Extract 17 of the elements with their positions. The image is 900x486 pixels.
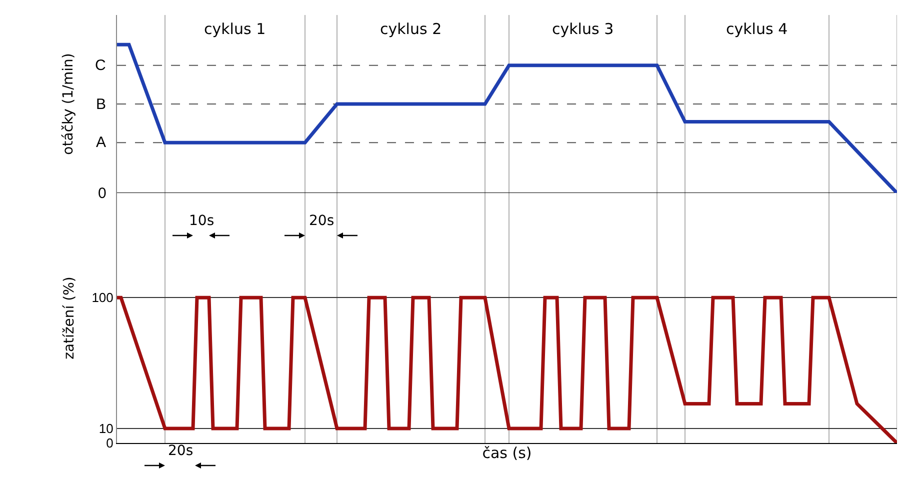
ref-line-label: A (96, 134, 106, 151)
ref-line-label: C (95, 57, 106, 74)
text: cyklus 2 (380, 20, 442, 38)
y-tick-label: 0 (106, 436, 114, 451)
annotation: 20s (168, 443, 194, 459)
ref-line-label: B (96, 96, 106, 113)
text: cyklus 1 (204, 20, 266, 38)
text: cyklus 3 (552, 20, 614, 38)
y-axis-title: otáčky (1/min) (60, 53, 77, 155)
y-tick-label: 100 (92, 290, 114, 306)
y-axis-title: zatížení (%) (61, 276, 78, 360)
text: cyklus 4 (726, 20, 788, 38)
x-axis-title: čas (s) (482, 444, 532, 462)
annotation: 10s (189, 213, 214, 229)
y-tick-label: 10 (98, 421, 114, 436)
line-series (117, 296, 897, 443)
annotation: 20s (309, 213, 334, 229)
